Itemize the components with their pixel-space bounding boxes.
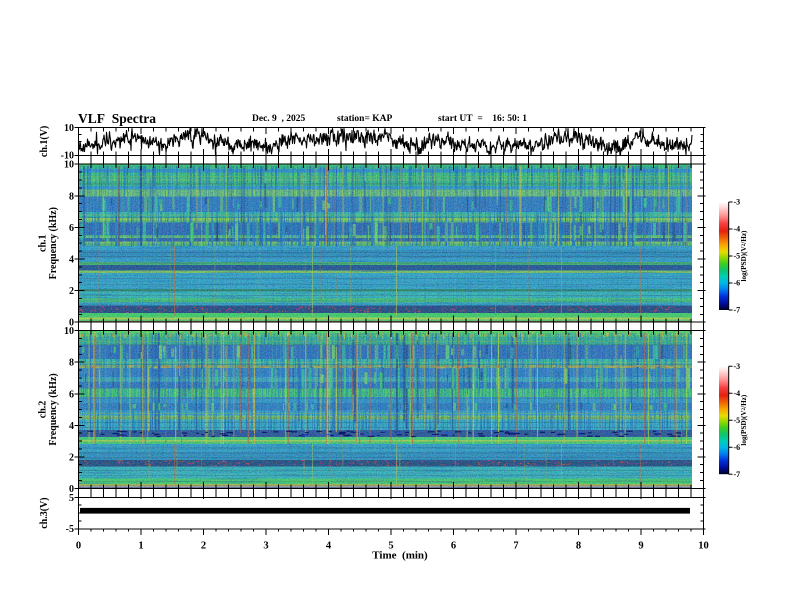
svg-text:-3: -3 <box>734 362 741 371</box>
svg-text:5: 5 <box>69 493 74 504</box>
svg-text:8: 8 <box>576 541 581 552</box>
svg-text:7: 7 <box>513 541 518 552</box>
svg-text:6: 6 <box>69 389 74 400</box>
svg-text:4: 4 <box>69 421 74 432</box>
svg-text:8: 8 <box>69 191 74 202</box>
svg-text:ch.3(V): ch.3(V) <box>39 497 50 528</box>
svg-text:10: 10 <box>698 541 709 552</box>
svg-text:2: 2 <box>69 452 74 463</box>
svg-text:-4: -4 <box>734 225 741 234</box>
svg-text:10: 10 <box>64 123 74 134</box>
svg-text:4: 4 <box>326 541 332 552</box>
svg-text:-6: -6 <box>734 443 741 452</box>
svg-text:1: 1 <box>138 541 143 552</box>
svg-text:-7: -7 <box>734 306 741 315</box>
svg-text:-5: -5 <box>66 524 74 535</box>
svg-text:-7: -7 <box>734 470 741 479</box>
svg-text:-6: -6 <box>734 279 741 288</box>
svg-text:log(PSD)(V2/Hz): log(PSD)(V2/Hz) <box>740 230 748 282</box>
svg-text:-3: -3 <box>734 198 741 207</box>
svg-text:6: 6 <box>69 223 74 234</box>
svg-text:8: 8 <box>69 358 74 369</box>
svg-text:VLF Spectra: VLF Spectra <box>78 111 156 126</box>
svg-text:-5: -5 <box>734 252 741 261</box>
svg-text:9: 9 <box>638 541 643 552</box>
svg-text:-4: -4 <box>734 389 741 398</box>
svg-text:3: 3 <box>263 541 268 552</box>
svg-text:0: 0 <box>69 318 74 329</box>
svg-text:station= KAP: station= KAP <box>337 114 392 124</box>
svg-text:Frequency (kHz): Frequency (kHz) <box>48 373 59 445</box>
svg-text:Frequency (kHz): Frequency (kHz) <box>48 207 59 279</box>
svg-text:Dec. 9 , 2025: Dec. 9 , 2025 <box>252 114 306 124</box>
svg-text:Time (min): Time (min) <box>372 550 428 562</box>
svg-text:-5: -5 <box>734 416 741 425</box>
svg-text:ch.2: ch.2 <box>38 401 49 419</box>
svg-text:log(PSD)(V2/Hz): log(PSD)(V2/Hz) <box>740 394 748 446</box>
svg-text:0: 0 <box>76 541 81 552</box>
svg-text:6: 6 <box>451 541 456 552</box>
svg-text:10: 10 <box>64 160 74 171</box>
svg-text:-10: -10 <box>61 150 74 161</box>
svg-text:2: 2 <box>201 541 206 552</box>
svg-text:0: 0 <box>69 484 74 495</box>
svg-text:4: 4 <box>69 255 74 266</box>
svg-text:ch.1(V): ch.1(V) <box>39 126 50 157</box>
svg-text:5: 5 <box>388 541 393 552</box>
svg-text:start UT = 16: 50: 1: start UT = 16: 50: 1 <box>438 114 527 124</box>
svg-text:10: 10 <box>64 326 74 337</box>
svg-text:2: 2 <box>69 286 74 297</box>
svg-text:ch.1: ch.1 <box>38 234 49 252</box>
